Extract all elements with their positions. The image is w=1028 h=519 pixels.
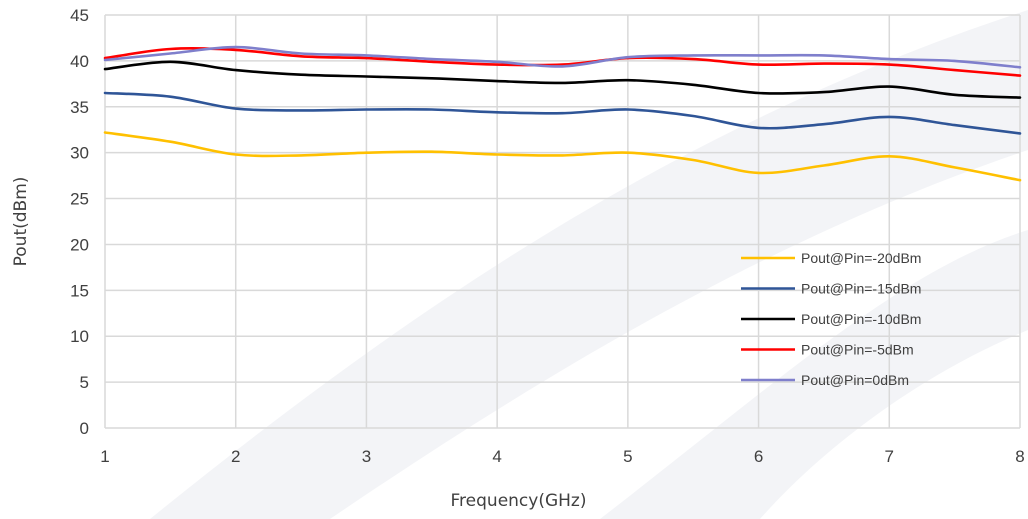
series-line-0 [103,131,1022,182]
series-line-4 [103,45,1022,69]
y-tick-label: 10 [70,327,89,346]
legend-label: Pout@Pin=-20dBm [801,250,921,266]
legend-label: Pout@Pin=0dBm [801,372,909,388]
watermark-swoosh [150,10,1028,519]
legend-label: Pout@Pin=-10dBm [801,311,921,327]
legend: Pout@Pin=-20dBm Pout@Pin=-15dBm Pout@Pin=-… [741,250,921,388]
y-tick-label: 15 [70,281,89,300]
grid [104,14,1021,429]
y-tick-label: 25 [70,190,89,209]
x-tick-label: 4 [492,447,501,466]
legend-label: Pout@Pin=-15dBm [801,281,921,297]
x-axis-title: Frequency(GHz) [451,491,587,511]
series-line-2 [103,60,1022,99]
y-tick-label: 45 [70,6,89,25]
series-lines [103,45,1022,182]
legend-label: Pout@Pin=-5dBm [801,342,914,358]
y-tick-label: 5 [80,373,89,392]
x-tick-label: 1 [100,447,109,466]
x-tick-label: 5 [623,447,632,466]
watermark-swoosh [600,230,1028,519]
x-tick-label: 8 [1015,447,1024,466]
y-tick-label: 35 [70,98,89,117]
y-tick-label: 40 [70,52,89,71]
y-tick-label: 0 [80,419,89,438]
x-tick-label: 2 [231,447,240,466]
x-tick-label: 6 [754,447,763,466]
y-tick-label: 30 [70,144,89,163]
series-line-1 [103,91,1022,135]
background-watermark [150,10,1028,519]
y-tick-label: 20 [70,235,89,254]
x-tick-label: 3 [362,447,371,466]
y-axis-title: Pout(dBm) [11,177,31,267]
x-tick-label: 7 [885,447,894,466]
series-line-3 [103,47,1022,77]
